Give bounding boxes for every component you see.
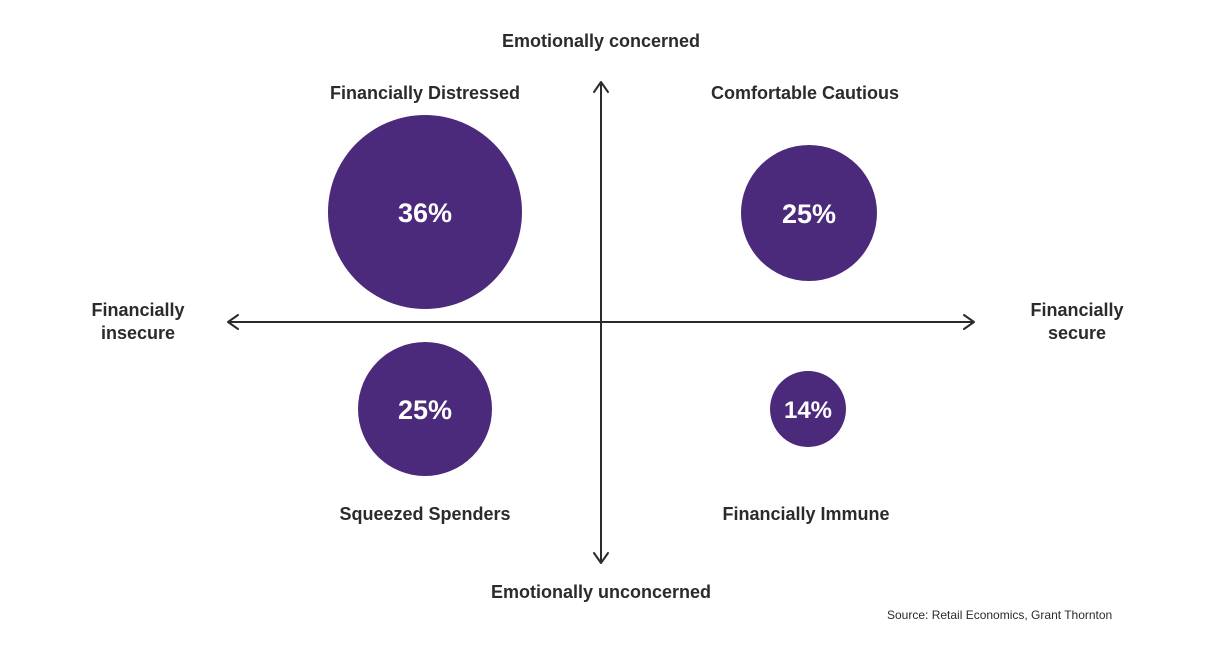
bubble-comfortable-cautious: 25% [741,145,877,281]
axis-label-top: Emotionally concerned [501,31,701,51]
source-note: Source: Retail Economics, Grant Thornton [887,608,1113,622]
bubble-value: 36% [398,198,452,228]
axis-label-right: Financially secure [1030,299,1123,345]
axis-label-left-line1: Financially [91,300,185,320]
axis-label-bottom: Emotionally unconcerned [490,582,712,602]
segment-label-financially-immune: Financially Immune [722,504,890,524]
bubble-circle [358,342,492,476]
axis-label-right-line1: Financially [1030,300,1124,320]
segment-label-financially-distressed: Financially Distressed [329,83,521,103]
segment-label-squeezed-spenders: Squeezed Spenders [339,504,511,524]
bubble-value: 25% [398,395,452,425]
bubble-financially-distressed: 36% [328,115,522,309]
bubble-financially-immune: 14% [770,371,846,447]
bubble-value: 14% [784,397,832,424]
axis-label-right-line2: secure [1047,323,1107,343]
vertical-axis-bottom-arrow [593,552,609,564]
segment-label-comfortable-cautious: Comfortable Cautious [710,83,900,103]
horizontal-axis-right-arrow [963,314,975,330]
bubble-value: 25% [782,199,836,229]
bubble-squeezed-spenders: 25% [358,342,492,476]
horizontal-axis-left-arrow [227,314,239,330]
axis-label-left-line2: insecure [100,323,176,343]
bubble-circle [741,145,877,281]
axis-label-left: Financially insecure [91,299,184,345]
vertical-axis-top-arrow [593,81,609,93]
bubble-circle [770,371,846,447]
bubble-circle [328,115,522,309]
